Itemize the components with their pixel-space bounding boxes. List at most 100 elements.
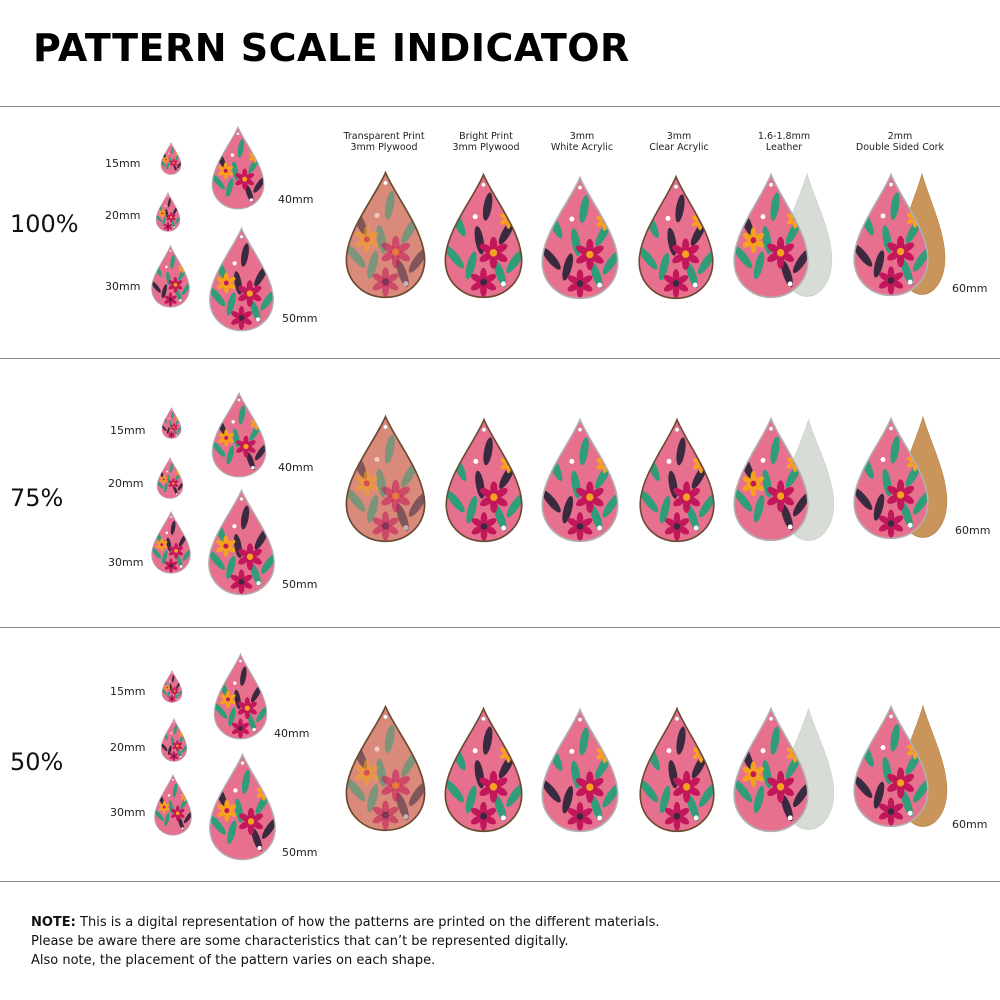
teardrop-20mm xyxy=(155,191,181,232)
teardrop-white-acrylic xyxy=(539,417,621,543)
teardrop-50mm xyxy=(207,226,276,332)
teardrop-shape xyxy=(639,706,715,833)
divider-top xyxy=(0,106,1000,107)
teardrop-15mm xyxy=(160,141,182,175)
note-line-1: This is a digital representation of how … xyxy=(75,915,660,930)
material-header-transparent-plywood: Transparent Print 3mm Plywood xyxy=(343,131,425,153)
teardrop-shape xyxy=(155,191,181,232)
size-label-20mm: 20mm xyxy=(105,209,141,222)
teardrop-shape xyxy=(345,170,426,299)
teardrop-shape xyxy=(211,125,265,210)
teardrop-shape xyxy=(345,704,426,832)
size-label-30mm: 30mm xyxy=(108,556,144,569)
teardrop-50mm xyxy=(206,488,277,596)
teardrop-cork xyxy=(851,172,931,297)
divider-2 xyxy=(0,627,1000,628)
material-header-bright-plywood: Bright Print 3mm Plywood xyxy=(452,131,520,153)
material-header-cork: 2mm Double Sided Cork xyxy=(855,131,945,153)
teardrop-shape xyxy=(733,172,809,299)
size-label-20mm: 20mm xyxy=(110,741,146,754)
teardrop-30mm xyxy=(150,244,191,308)
teardrop-40mm xyxy=(212,652,269,740)
teardrop-30mm xyxy=(153,773,193,836)
teardrop-50mm xyxy=(207,752,278,861)
teardrop-shape xyxy=(213,652,268,740)
teardrop-shape xyxy=(161,669,183,703)
teardrop-shape xyxy=(853,704,929,828)
teardrop-shape xyxy=(638,174,714,300)
size-label-40mm: 40mm xyxy=(278,193,314,206)
size-label-15mm: 15mm xyxy=(110,685,146,698)
teardrop-shape xyxy=(639,417,715,543)
size-label-50mm: 50mm xyxy=(282,578,318,591)
teardrop-leather xyxy=(731,416,811,542)
teardrop-shape xyxy=(733,706,809,833)
teardrop-30mm xyxy=(150,510,192,574)
teardrop-clear-acrylic xyxy=(636,174,716,300)
teardrop-shape xyxy=(160,717,188,762)
teardrop-cork xyxy=(851,704,931,828)
teardrop-shape xyxy=(208,488,275,596)
size-label-60mm: 60mm xyxy=(955,524,991,537)
teardrop-shape xyxy=(853,172,929,297)
teardrop-shape xyxy=(209,226,274,332)
teardrop-shape xyxy=(853,416,929,540)
teardrop-shape xyxy=(444,172,523,299)
teardrop-clear-acrylic xyxy=(637,417,717,543)
scale-label: 50% xyxy=(10,748,64,776)
divider-bottom xyxy=(0,881,1000,882)
teardrop-bright-plywood xyxy=(442,172,525,299)
teardrop-shape xyxy=(211,391,267,478)
teardrop-shape xyxy=(541,707,619,833)
teardrop-white-acrylic xyxy=(539,707,621,833)
teardrop-15mm xyxy=(161,669,183,703)
material-header-clear-acrylic: 3mm Clear Acrylic xyxy=(649,131,709,153)
size-label-50mm: 50mm xyxy=(282,312,318,325)
teardrop-shape xyxy=(733,416,809,542)
note-label: NOTE: xyxy=(31,915,76,930)
teardrop-shape xyxy=(154,773,192,836)
teardrop-shape xyxy=(541,417,619,543)
teardrop-transparent-plywood xyxy=(343,170,428,299)
scale-label: 100% xyxy=(10,210,79,238)
size-label-40mm: 40mm xyxy=(274,727,310,740)
note: NOTE: This is a digital representation o… xyxy=(31,913,660,970)
size-label-20mm: 20mm xyxy=(108,477,144,490)
size-label-15mm: 15mm xyxy=(110,424,146,437)
teardrop-bright-plywood xyxy=(443,417,525,543)
page-title: PATTERN SCALE INDICATOR xyxy=(33,26,630,70)
teardrop-leather xyxy=(731,706,811,833)
material-header-leather: 1.6-1.8mm Leather xyxy=(757,131,811,153)
teardrop-40mm xyxy=(210,391,268,478)
size-label-15mm: 15mm xyxy=(105,157,141,170)
teardrop-cork xyxy=(851,416,931,540)
teardrop-white-acrylic xyxy=(539,175,621,300)
teardrop-leather xyxy=(731,172,811,299)
size-label-60mm: 60mm xyxy=(952,818,988,831)
size-label-60mm: 60mm xyxy=(952,282,988,295)
size-label-30mm: 30mm xyxy=(105,280,141,293)
teardrop-transparent-plywood xyxy=(343,704,428,832)
teardrop-shape xyxy=(541,175,619,300)
teardrop-shape xyxy=(444,706,523,833)
teardrop-shape xyxy=(160,141,182,175)
teardrop-shape xyxy=(345,414,426,543)
size-label-40mm: 40mm xyxy=(278,461,314,474)
teardrop-bright-plywood xyxy=(442,706,525,833)
teardrop-shape xyxy=(151,510,191,574)
material-header-white-acrylic: 3mm White Acrylic xyxy=(550,131,614,153)
teardrop-shape xyxy=(209,752,276,861)
size-label-30mm: 30mm xyxy=(110,806,146,819)
teardrop-20mm xyxy=(156,456,184,499)
note-line-3: Also note, the placement of the pattern … xyxy=(31,953,436,968)
note-line-2: Please be aware there are some character… xyxy=(31,934,569,949)
teardrop-15mm xyxy=(161,406,182,439)
teardrop-clear-acrylic xyxy=(637,706,717,833)
teardrop-transparent-plywood xyxy=(343,414,428,543)
teardrop-shape xyxy=(161,406,182,439)
teardrop-40mm xyxy=(210,125,266,210)
teardrop-shape xyxy=(151,244,190,308)
scale-label: 75% xyxy=(10,484,64,512)
divider-1 xyxy=(0,358,1000,359)
size-label-50mm: 50mm xyxy=(282,846,318,859)
